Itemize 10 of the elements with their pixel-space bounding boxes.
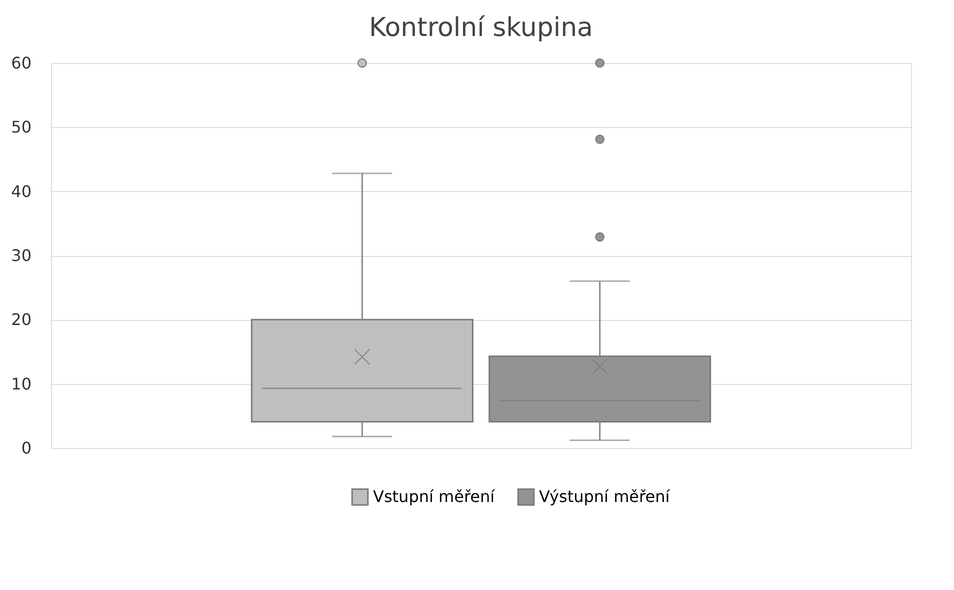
y-tick-label: 60: [11, 54, 32, 72]
y-tick-label: 10: [11, 374, 32, 394]
y-tick-label: 40: [11, 182, 32, 201]
y-tick-label: 30: [11, 246, 32, 265]
y-tick-label: 0: [21, 438, 32, 458]
chart-title: Kontrolní skupina: [369, 13, 593, 43]
legend-label: Vstupní měření: [373, 487, 496, 506]
y-tick-label: 20: [11, 310, 32, 330]
y-tick-label: 50: [11, 118, 32, 137]
legend-label: Výstupní měření: [539, 487, 670, 506]
